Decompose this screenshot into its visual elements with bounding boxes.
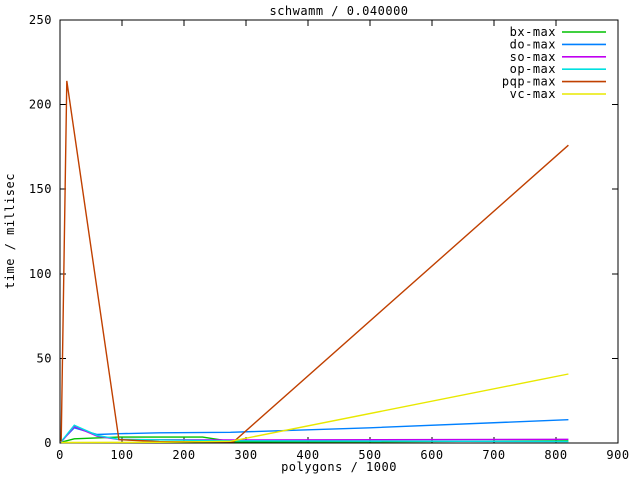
- legend-label-op-max: op-max: [510, 62, 556, 76]
- plot-border: [59, 19, 619, 444]
- series-line-do-max: [60, 419, 569, 442]
- y-axis-tick-label: 200: [29, 98, 52, 112]
- plot-area: 0 100 200 300 400 500 600 700 800 900 0 50 100 150 200…: [29, 13, 629, 462]
- x-axis-tick-label: 0: [56, 448, 64, 462]
- y-axis-tick-label: 150: [29, 182, 52, 196]
- x-axis-tick-label: 500: [358, 448, 381, 462]
- y-axis-tick-label: 0: [44, 436, 52, 450]
- chart-title: schwamm / 0.040000: [269, 4, 408, 18]
- x-axis-tick-label: 100: [110, 448, 133, 462]
- y-axis-tick-label: 100: [29, 267, 52, 281]
- x-axis-tick-label: 400: [296, 448, 319, 462]
- series-line-pqp-max: [60, 80, 569, 443]
- y-axis-tick-label: 250: [29, 13, 52, 27]
- x-axis-tick-label: 700: [482, 448, 505, 462]
- legend-label-vc-max: vc-max: [510, 87, 556, 101]
- x-axis-tick-label: 600: [420, 448, 443, 462]
- y-axis-tick-label: 50: [37, 351, 52, 365]
- y-axis-label: time / millisec: [3, 173, 17, 289]
- x-axis-tick-label: 200: [172, 448, 195, 462]
- x-axis-tick-label: 800: [544, 448, 567, 462]
- x-axis-label: polygons / 1000: [281, 460, 397, 474]
- legend-label-do-max: do-max: [510, 37, 556, 51]
- legend-label-pqp-max: pqp-max: [502, 75, 556, 89]
- series-line-vc-max: [61, 373, 569, 444]
- x-axis-tick-label: 300: [234, 448, 257, 462]
- x-axis-tick-label: 900: [606, 448, 629, 462]
- series-line-op-max: [60, 424, 569, 443]
- legend-label-bx-max: bx-max: [510, 25, 556, 39]
- legend-label-so-max: so-max: [510, 50, 556, 64]
